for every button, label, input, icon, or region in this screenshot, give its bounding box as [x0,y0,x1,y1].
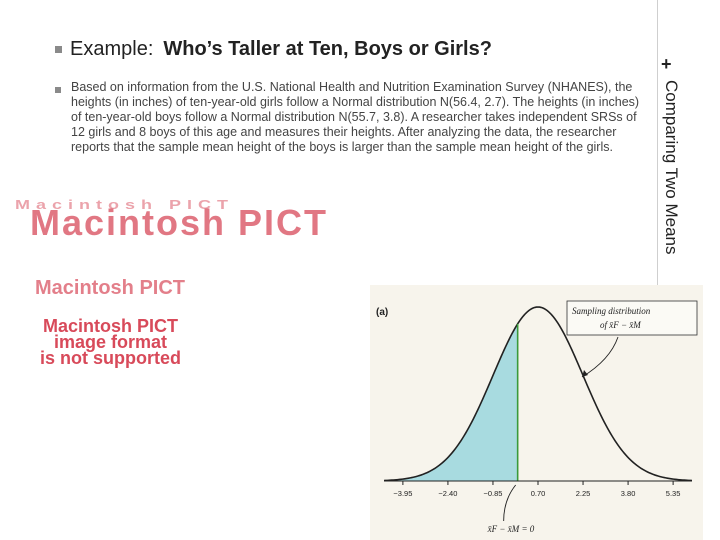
body-bullet-icon [55,87,61,93]
side-label: Comparing Two Means [661,80,687,290]
pict-placeholder-big: Macintosh PICT [30,202,329,243]
x-tick-label: −2.40 [438,489,457,498]
slide-title-row: Example: Who’s Taller at Ten, Boys or Gi… [55,38,492,61]
x-tick-label: −0.85 [483,489,502,498]
callout-line-2: of x̄F − x̄M [600,320,641,330]
callout-arrow [581,336,619,378]
divider-line [657,0,658,540]
title-prefix: Example: [70,38,154,60]
pict-line-1: Macintosh PICT [42,316,178,336]
x-tick-label: 2.25 [576,489,591,498]
x-tick-label: 5.35 [666,489,681,498]
pict-line-3: is not supported [40,348,181,368]
title-bullet-icon [55,46,62,53]
slide-title: Who’s Taller at Ten, Boys or Girls? [163,38,492,60]
pict-placeholder-top: Macintosh PICT [15,198,235,212]
x-ticks: −3.95 −2.40 −0.85 0.70 2.25 3.80 5.35 [393,481,680,498]
x-tick-label: 3.80 [621,489,636,498]
callout-box [566,300,698,336]
body-bullet: Based on information from the U.S. Natio… [55,80,643,155]
body-text: Based on information from the U.S. Natio… [71,80,640,154]
callout-arrowhead-icon [582,370,588,377]
x-tick-label: −3.95 [393,489,412,498]
plus-icon: + [661,54,672,74]
shaded-region [384,323,518,481]
x-tick-label: 0.70 [531,489,546,498]
sampling-distribution-figure: −3.95 −2.40 −0.85 0.70 2.25 3.80 5.35 (a) Samp… [370,285,703,540]
pict-placeholder-small: Macintosh PICT image format is not suppo… [40,316,181,368]
marker-arrow [503,484,517,522]
normal-curve [383,306,693,482]
sampling-distribution-chart: −3.95 −2.40 −0.85 0.70 2.25 3.80 5.35 (a) Samp… [376,300,698,534]
panel-label: (a) [376,307,388,318]
callout-line-1: Sampling distribution [572,306,651,316]
pict-placeholder-mid: Macintosh PICT [35,277,186,299]
side-label-text: Comparing Two Means [662,80,681,255]
marker-label: x̄F − x̄M = 0 [487,524,535,534]
pict-line-2: image format [53,332,168,352]
